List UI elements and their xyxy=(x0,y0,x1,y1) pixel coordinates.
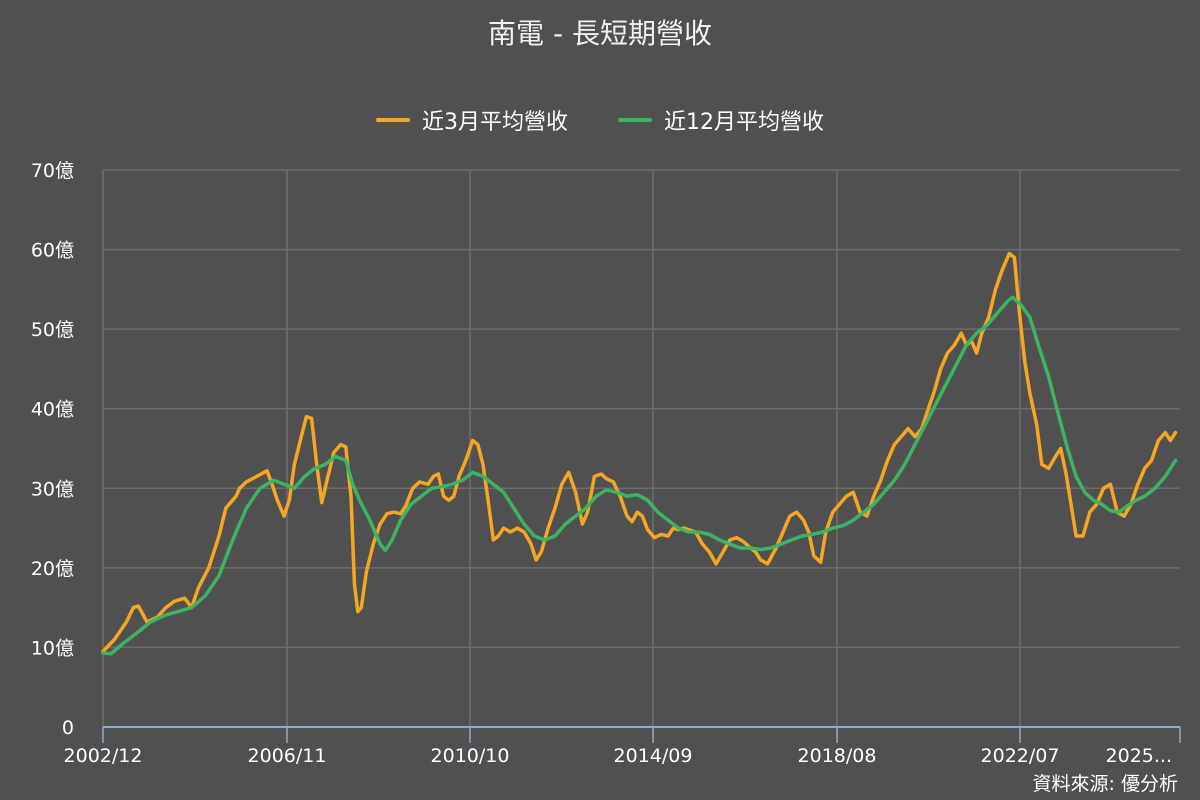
y-tick-label: 20億 xyxy=(31,558,74,580)
x-tick-label: 2002/12 xyxy=(64,745,143,767)
series-line-3m-avg[interactable] xyxy=(101,251,1178,654)
legend-swatch-12m xyxy=(618,118,652,122)
x-tick-label: 2025... xyxy=(1106,745,1172,767)
legend-label-3m: 近3月平均營收 xyxy=(422,110,568,135)
legend-item-12m[interactable]: 近12月平均營收 xyxy=(618,104,824,136)
x-tick-label: 2014/09 xyxy=(614,745,693,767)
y-tick-label: 10億 xyxy=(31,637,74,659)
x-tick-label: 2006/11 xyxy=(248,745,327,767)
legend-swatch-3m xyxy=(376,118,410,122)
x-tick-label: 2018/08 xyxy=(798,745,877,767)
y-tick-label: 0 xyxy=(62,717,74,739)
series-line-12m-avg[interactable] xyxy=(101,295,1178,656)
y-tick-label: 70億 xyxy=(31,160,74,182)
y-tick-label: 50億 xyxy=(31,319,74,341)
x-tick-label: 2010/10 xyxy=(431,745,510,767)
y-tick-label: 30億 xyxy=(31,478,74,500)
chart-title: 南電 - 長短期營收 xyxy=(488,17,712,50)
y-tick-label: 40億 xyxy=(31,399,74,421)
x-tick-label: 2022/07 xyxy=(981,745,1060,767)
legend-item-3m[interactable]: 近3月平均營收 xyxy=(376,104,568,136)
legend-label-12m: 近12月平均營收 xyxy=(664,110,824,135)
legend: 近3月平均營收 近12月平均營收 xyxy=(0,104,1200,136)
y-tick-label: 60億 xyxy=(31,240,74,262)
source-note: 資料來源: 優分析 xyxy=(1032,773,1178,795)
